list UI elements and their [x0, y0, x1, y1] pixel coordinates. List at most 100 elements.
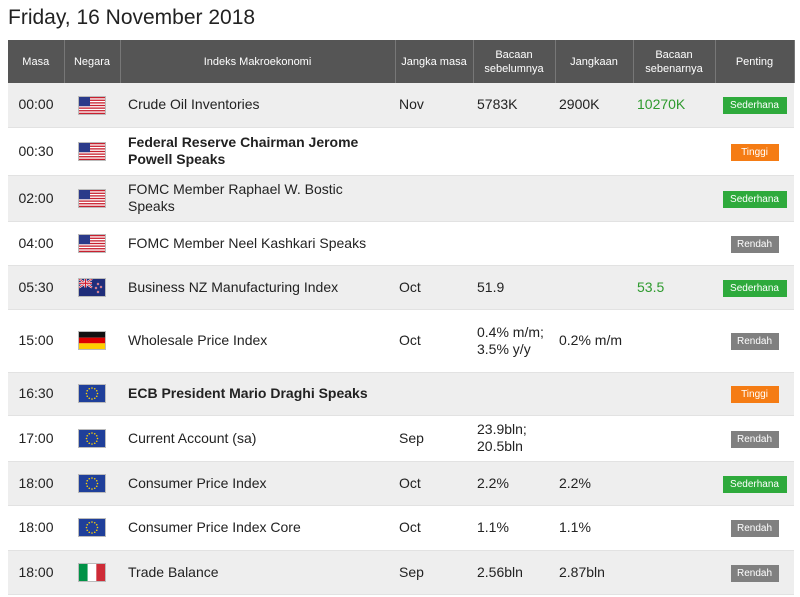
event-period: Oct: [395, 265, 473, 310]
table-row: 17:00 Current Account (sa) Sep 23.9bln; 20.…: [8, 415, 794, 462]
eu-flag-icon: [79, 519, 105, 537]
event-period: Oct: [395, 461, 473, 506]
previous-value: [473, 175, 555, 222]
event-time: 18:00: [8, 461, 64, 506]
actual-value: [633, 175, 715, 222]
importance-cell: Rendah: [715, 505, 794, 551]
actual-value: [633, 309, 715, 373]
importance-badge: Rendah: [730, 430, 779, 448]
eu-flag-icon: [79, 474, 105, 492]
header-period: Jangka masa: [395, 40, 474, 83]
country-cell: [64, 372, 120, 416]
previous-value: 51.9: [473, 265, 555, 310]
event-name: FOMC Member Neel Kashkari Speaks: [120, 221, 395, 266]
previous-value: 0.4% m/m; 3.5% y/y: [473, 309, 555, 373]
forecast-value: 1.1%: [555, 505, 633, 551]
importance-badge: Tinggi: [730, 143, 779, 161]
event-name: Federal Reserve Chairman Jerome Powell S…: [120, 127, 395, 176]
event-time: 02:00: [8, 175, 64, 222]
event-time: 00:30: [8, 127, 64, 176]
header-actual: Bacaan sebenarnya: [633, 40, 716, 83]
table-row: 18:00 Consumer Price Index Core Oct 1.1% 1.1…: [8, 505, 794, 551]
header-event: Indeks Makroekonomi: [120, 40, 396, 83]
table-row: 18:00 Trade Balance Sep 2.56bln 2.87bln Renda…: [8, 550, 794, 595]
header-country: Negara: [64, 40, 121, 83]
event-name: Consumer Price Index Core: [120, 505, 395, 551]
header-forecast: Jangkaan: [555, 40, 634, 83]
forecast-value: [555, 415, 633, 462]
event-time: 05:30: [8, 265, 64, 310]
previous-value: 2.2%: [473, 461, 555, 506]
actual-value: [633, 221, 715, 266]
country-cell: [64, 127, 120, 176]
actual-value: 10270K: [633, 83, 715, 128]
eu-flag-icon: [79, 429, 105, 447]
importance-badge: Rendah: [730, 520, 779, 537]
importance-cell: Sederhana: [715, 175, 794, 222]
economic-calendar-table: Masa Negara Indeks Makroekonomi Jangka m…: [8, 40, 795, 595]
nz-flag-icon: [79, 278, 105, 296]
importance-badge: Rendah: [730, 333, 779, 350]
forecast-value: 2900K: [555, 83, 633, 128]
event-period: [395, 175, 473, 222]
it-flag-icon: [79, 563, 105, 581]
forecast-value: 2.2%: [555, 461, 633, 506]
event-period: [395, 372, 473, 416]
actual-value: 53.5: [633, 265, 715, 310]
event-name: Trade Balance: [120, 550, 395, 595]
country-cell: [64, 505, 120, 551]
table-header-row: Masa Negara Indeks Makroekonomi Jangka m…: [8, 40, 795, 83]
country-cell: [64, 550, 120, 595]
event-name: FOMC Member Raphael W. Bostic Speaks: [120, 175, 395, 222]
event-name: Business NZ Manufacturing Index: [120, 265, 395, 310]
eu-flag-icon: [79, 385, 105, 403]
importance-badge: Rendah: [730, 235, 779, 253]
table-row: 05:30 Business NZ Manufacturing Index Oct 5…: [8, 265, 794, 310]
actual-value: [633, 505, 715, 551]
country-cell: [64, 265, 120, 310]
importance-badge: Tinggi: [730, 386, 779, 403]
table-row: 16:30 ECB President Mario Draghi Speaks Ti…: [8, 372, 794, 416]
actual-value: [633, 127, 715, 176]
event-period: [395, 221, 473, 266]
forecast-value: [555, 221, 633, 266]
actual-value: [633, 550, 715, 595]
header-previous: Bacaan sebelumnya: [473, 40, 556, 83]
event-time: 00:00: [8, 83, 64, 128]
forecast-value: 0.2% m/m: [555, 309, 633, 373]
forecast-value: 2.87bln: [555, 550, 633, 595]
importance-badge: Sederhana: [722, 475, 787, 493]
event-period: Oct: [395, 505, 473, 551]
importance-cell: Rendah: [715, 309, 794, 373]
table-row: 00:00 Crude Oil Inventories Nov 5783K 2900K 1…: [8, 83, 794, 128]
event-period: Oct: [395, 309, 473, 373]
event-time: 18:00: [8, 505, 64, 551]
previous-value: 23.9bln; 20.5bln: [473, 415, 555, 462]
previous-value: 1.1%: [473, 505, 555, 551]
country-cell: [64, 309, 120, 373]
importance-cell: Tinggi: [715, 127, 794, 176]
event-time: 17:00: [8, 415, 64, 462]
event-name: Current Account (sa): [120, 415, 395, 462]
importance-cell: Rendah: [715, 415, 794, 462]
us-flag-icon: [79, 142, 105, 160]
event-name: Crude Oil Inventories: [120, 83, 395, 128]
country-cell: [64, 83, 120, 128]
importance-cell: Tinggi: [715, 372, 794, 416]
us-flag-icon: [79, 96, 105, 114]
importance-cell: Sederhana: [715, 83, 794, 128]
forecast-value: [555, 127, 633, 176]
event-time: 18:00: [8, 550, 64, 595]
importance-badge: Rendah: [730, 564, 779, 582]
previous-value: 2.56bln: [473, 550, 555, 595]
importance-cell: Sederhana: [715, 265, 794, 310]
table-row: 00:30 Federal Reserve Chairman Jerome Pow…: [8, 127, 794, 176]
us-flag-icon: [79, 234, 105, 252]
event-period: Nov: [395, 83, 473, 128]
importance-badge: Sederhana: [722, 279, 787, 297]
previous-value: 5783K: [473, 83, 555, 128]
event-name: Wholesale Price Index: [120, 309, 395, 373]
us-flag-icon: [79, 189, 105, 207]
event-period: Sep: [395, 415, 473, 462]
previous-value: [473, 372, 555, 416]
